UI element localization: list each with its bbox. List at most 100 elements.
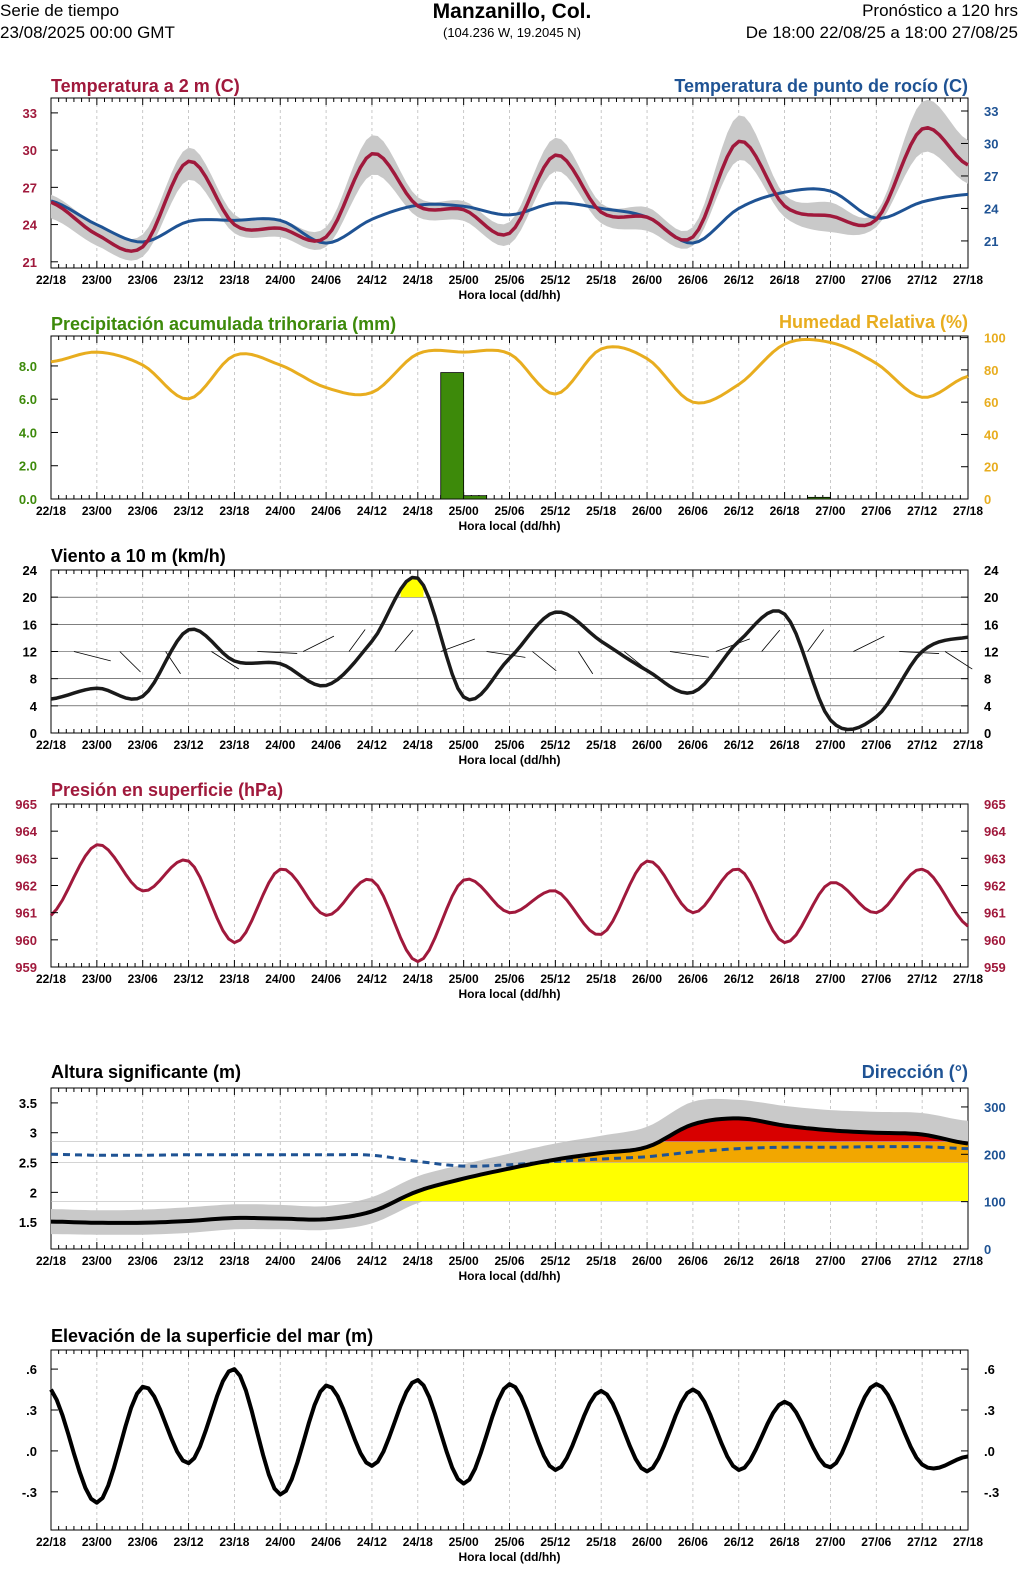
x-tick-label: 27/12 bbox=[907, 972, 937, 986]
x-tick-label: 23/06 bbox=[128, 972, 158, 986]
temp-ytick-label: 33 bbox=[23, 106, 37, 121]
x-tick-label: 26/00 bbox=[632, 1535, 662, 1549]
direction-ytick-label: 100 bbox=[984, 1195, 1006, 1210]
wind-barb bbox=[532, 651, 557, 672]
x-tick-label: 25/06 bbox=[494, 273, 524, 287]
direction-series bbox=[50, 1145, 969, 1168]
x-tick-label: 22/18 bbox=[36, 504, 66, 518]
wind-ytick-label: 4 bbox=[30, 699, 38, 714]
run-time: 23/08/2025 00:00 GMT bbox=[0, 23, 175, 42]
x-tick-label: 22/18 bbox=[36, 273, 66, 287]
forecast-range: De 18:00 22/08/25 a 18:00 27/08/25 bbox=[745, 23, 1018, 42]
x-tick-label: 27/12 bbox=[907, 1535, 937, 1549]
wind-r-ytick-label: 16 bbox=[984, 617, 998, 632]
x-tick-label: 23/12 bbox=[174, 972, 204, 986]
x-axis-label: Hora local (dd/hh) bbox=[459, 753, 561, 767]
x-tick-label: 25/00 bbox=[449, 504, 479, 518]
x-tick-label: 25/06 bbox=[494, 972, 524, 986]
x-tick-label: 25/12 bbox=[540, 972, 570, 986]
x-tick-label: 26/12 bbox=[724, 972, 754, 986]
pressure-ytick-label: 965 bbox=[15, 797, 37, 812]
x-tick-label: 26/18 bbox=[770, 273, 800, 287]
x-tick-label: 24/00 bbox=[265, 972, 295, 986]
x-tick-label: 23/06 bbox=[128, 1535, 158, 1549]
sealevel-ytick-label: -.3 bbox=[22, 1485, 37, 1500]
x-tick-label: 24/12 bbox=[357, 1254, 387, 1268]
precip-ytick-label: 0.0 bbox=[19, 492, 37, 507]
temp-ytick-label: 30 bbox=[23, 143, 37, 158]
x-tick-label: 24/06 bbox=[311, 1254, 341, 1268]
wind-barb bbox=[119, 651, 141, 673]
pressure-ytick-label: 962 bbox=[15, 879, 37, 894]
x-tick-label: 27/06 bbox=[861, 1254, 891, 1268]
x-tick-label: 23/12 bbox=[174, 738, 204, 752]
wind-r-ytick-label: 4 bbox=[984, 699, 992, 714]
x-tick-label: 25/06 bbox=[494, 738, 524, 752]
precip-title: Precipitación acumulada trihoraria (mm) bbox=[51, 314, 396, 334]
x-tick-label: 26/06 bbox=[678, 1535, 708, 1549]
x-tick-label: 23/00 bbox=[82, 1254, 112, 1268]
wind-barb bbox=[394, 629, 414, 652]
pressure-ytick-label: 964 bbox=[15, 824, 37, 839]
precip-ytick-label: 8.0 bbox=[19, 359, 37, 374]
humidity-ytick-label: 40 bbox=[984, 427, 998, 442]
x-tick-label: 24/18 bbox=[403, 1254, 433, 1268]
wind-r-ytick-label: 0 bbox=[984, 726, 991, 741]
x-tick-label: 23/00 bbox=[82, 504, 112, 518]
x-tick-label: 26/06 bbox=[678, 1254, 708, 1268]
humidity-ytick-label: 80 bbox=[984, 363, 998, 378]
waves-ytick-label: 2.5 bbox=[19, 1156, 37, 1171]
humidity-ytick-label: 0 bbox=[984, 492, 991, 507]
x-tick-label: 24/06 bbox=[311, 738, 341, 752]
wind-barb bbox=[944, 651, 973, 670]
precip-ytick-label: 4.0 bbox=[19, 425, 37, 440]
x-tick-label: 24/18 bbox=[403, 1535, 433, 1549]
wind-ytick-label: 0 bbox=[30, 726, 37, 741]
precip-ytick-label: 2.0 bbox=[19, 459, 37, 474]
humidity-title: Humedad Relativa (%) bbox=[779, 312, 968, 332]
wind-barb bbox=[853, 635, 885, 652]
x-axis-label: Hora local (dd/hh) bbox=[459, 1269, 561, 1283]
temp-ytick-label: 27 bbox=[23, 180, 37, 195]
x-tick-label: 26/06 bbox=[678, 273, 708, 287]
precip-bar bbox=[440, 372, 465, 500]
x-tick-label: 22/18 bbox=[36, 1535, 66, 1549]
wind-ytick-label: 12 bbox=[23, 645, 37, 660]
x-tick-label: 25/12 bbox=[540, 504, 570, 518]
pressure-title: Presión en superficie (hPa) bbox=[51, 780, 283, 800]
pressure-r-ytick-label: 962 bbox=[984, 879, 1006, 894]
pressure-ytick-label: 961 bbox=[15, 906, 37, 921]
temp-ytick-label: 24 bbox=[23, 218, 38, 233]
sealevel-ytick-label: .0 bbox=[26, 1444, 37, 1459]
series-label: Serie de tiempo bbox=[0, 1, 120, 20]
wind-r-ytick-label: 12 bbox=[984, 645, 998, 660]
x-tick-label: 23/18 bbox=[219, 738, 249, 752]
temp-ytick-label: 21 bbox=[23, 255, 37, 270]
pressure-r-ytick-label: 960 bbox=[984, 933, 1006, 948]
x-tick-label: 26/00 bbox=[632, 1254, 662, 1268]
x-tick-label: 25/18 bbox=[586, 1535, 616, 1549]
x-tick-label: 23/06 bbox=[128, 1254, 158, 1268]
x-tick-label: 24/12 bbox=[357, 1535, 387, 1549]
x-tick-label: 26/06 bbox=[678, 972, 708, 986]
x-tick-label: 24/00 bbox=[265, 1535, 295, 1549]
wind-ytick-label: 8 bbox=[30, 672, 37, 687]
x-axis-label: Hora local (dd/hh) bbox=[459, 1550, 561, 1564]
forecast-label: Pronóstico a 120 hrs bbox=[862, 1, 1018, 20]
humidity-series bbox=[50, 337, 969, 405]
x-tick-label: 23/00 bbox=[82, 972, 112, 986]
x-tick-label: 25/00 bbox=[449, 1535, 479, 1549]
x-tick-label: 24/06 bbox=[311, 972, 341, 986]
dewpoint-ytick-label: 30 bbox=[984, 136, 998, 151]
waves-threshold-fill bbox=[400, 1162, 969, 1202]
x-tick-label: 24/06 bbox=[311, 504, 341, 518]
x-tick-label: 26/18 bbox=[770, 738, 800, 752]
wind-barb bbox=[257, 651, 298, 654]
x-tick-label: 27/06 bbox=[861, 1535, 891, 1549]
dewpoint-ytick-label: 21 bbox=[984, 234, 998, 249]
x-tick-label: 23/00 bbox=[82, 738, 112, 752]
x-tick-label: 25/06 bbox=[494, 504, 524, 518]
precip-ytick-label: 6.0 bbox=[19, 392, 37, 407]
x-tick-label: 27/18 bbox=[953, 273, 983, 287]
wind-r-ytick-label: 8 bbox=[984, 672, 991, 687]
